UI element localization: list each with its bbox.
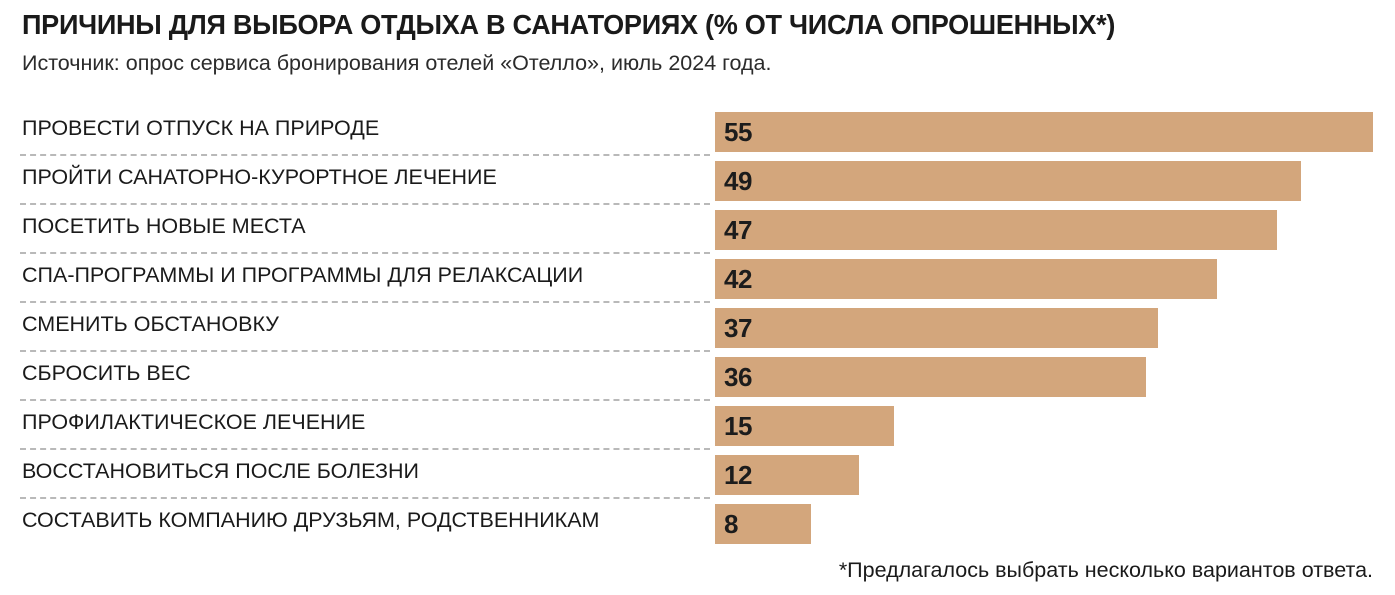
bar-rows-container: ПРОВЕСТИ ОТПУСК НА ПРИРОДЕ 55 ПРОЙТИ САНАТ… <box>0 108 1395 549</box>
bar-value-label: 36 <box>724 362 752 392</box>
bar-track: 55 <box>715 112 1395 152</box>
bar-row: СБРОСИТЬ ВЕС 36 <box>0 353 1395 402</box>
bar: 55 <box>715 112 1373 152</box>
bar-category-label: СМЕНИТЬ ОБСТАНОВКУ <box>22 311 279 336</box>
bar-value-label: 37 <box>724 313 752 343</box>
row-separator <box>20 301 710 303</box>
bar-category-label: ПРОФИЛАКТИЧЕСКОЕ ЛЕЧЕНИЕ <box>22 409 366 434</box>
row-separator <box>20 154 710 156</box>
bar-category-label: ПОСЕТИТЬ НОВЫЕ МЕСТА <box>22 213 306 238</box>
row-separator <box>20 350 710 352</box>
bar-track: 36 <box>715 357 1395 397</box>
bar: 36 <box>715 357 1146 397</box>
bar-value-label: 49 <box>724 166 752 196</box>
bar: 15 <box>715 406 895 446</box>
bar-row: СМЕНИТЬ ОБСТАНОВКУ 37 <box>0 304 1395 353</box>
bar-track: 8 <box>715 504 1395 544</box>
row-separator <box>20 497 710 499</box>
bar-track: 42 <box>715 259 1395 299</box>
bar: 47 <box>715 210 1278 250</box>
bar-row: ПОСЕТИТЬ НОВЫЕ МЕСТА 47 <box>0 206 1395 255</box>
chart-footnote: *Предлагалось выбрать несколько варианто… <box>838 558 1373 582</box>
bar: 8 <box>715 504 811 544</box>
bar-value-label: 55 <box>724 117 752 147</box>
bar-track: 49 <box>715 161 1395 201</box>
bar-track: 47 <box>715 210 1395 250</box>
bar-value-label: 42 <box>724 264 752 294</box>
bar-category-label: СБРОСИТЬ ВЕС <box>22 360 191 385</box>
bar-value-label: 47 <box>724 215 752 245</box>
bar-category-label: ПРОВЕСТИ ОТПУСК НА ПРИРОДЕ <box>22 115 380 140</box>
bar-category-label: СОСТАВИТЬ КОМПАНИЮ ДРУЗЬЯМ, РОДСТВЕННИКА… <box>22 507 600 532</box>
bar: 42 <box>715 259 1218 299</box>
bar-row: ПРОЙТИ САНАТОРНО-КУРОРТНОЕ ЛЕЧЕНИЕ 49 <box>0 157 1395 206</box>
bar: 12 <box>715 455 859 495</box>
bar-row: ВОССТАНОВИТЬСЯ ПОСЛЕ БОЛЕЗНИ 12 <box>0 451 1395 500</box>
bar-category-label: ВОССТАНОВИТЬСЯ ПОСЛЕ БОЛЕЗНИ <box>22 458 419 483</box>
bar-category-label: ПРОЙТИ САНАТОРНО-КУРОРТНОЕ ЛЕЧЕНИЕ <box>22 164 497 189</box>
bar-track: 12 <box>715 455 1395 495</box>
chart-source-subtitle: Источник: опрос сервиса бронирования оте… <box>22 50 772 75</box>
row-separator <box>20 252 710 254</box>
row-separator <box>20 448 710 450</box>
bar: 37 <box>715 308 1158 348</box>
chart-header: ПРИЧИНЫ ДЛЯ ВЫБОРА ОТДЫХА В САНАТОРИЯХ (… <box>0 0 1395 75</box>
bar-row: ПРОВЕСТИ ОТПУСК НА ПРИРОДЕ 55 <box>0 108 1395 157</box>
row-separator <box>20 203 710 205</box>
bar-value-label: 15 <box>724 411 752 441</box>
bar-category-label: СПА-ПРОГРАММЫ И ПРОГРАММЫ ДЛЯ РЕЛАКСАЦИИ <box>22 262 584 287</box>
bar-row: ПРОФИЛАКТИЧЕСКОЕ ЛЕЧЕНИЕ 15 <box>0 402 1395 451</box>
page-title: ПРИЧИНЫ ДЛЯ ВЫБОРА ОТДЫХА В САНАТОРИЯХ (… <box>22 9 1116 40</box>
bar-row: СОСТАВИТЬ КОМПАНИЮ ДРУЗЬЯМ, РОДСТВЕННИКА… <box>0 500 1395 549</box>
bar-value-label: 8 <box>724 509 738 539</box>
bar: 49 <box>715 161 1302 201</box>
bar-track: 15 <box>715 406 1395 446</box>
row-separator <box>20 399 710 401</box>
bar-row: СПА-ПРОГРАММЫ И ПРОГРАММЫ ДЛЯ РЕЛАКСАЦИИ… <box>0 255 1395 304</box>
bar-value-label: 12 <box>724 460 752 490</box>
bar-track: 37 <box>715 308 1395 348</box>
